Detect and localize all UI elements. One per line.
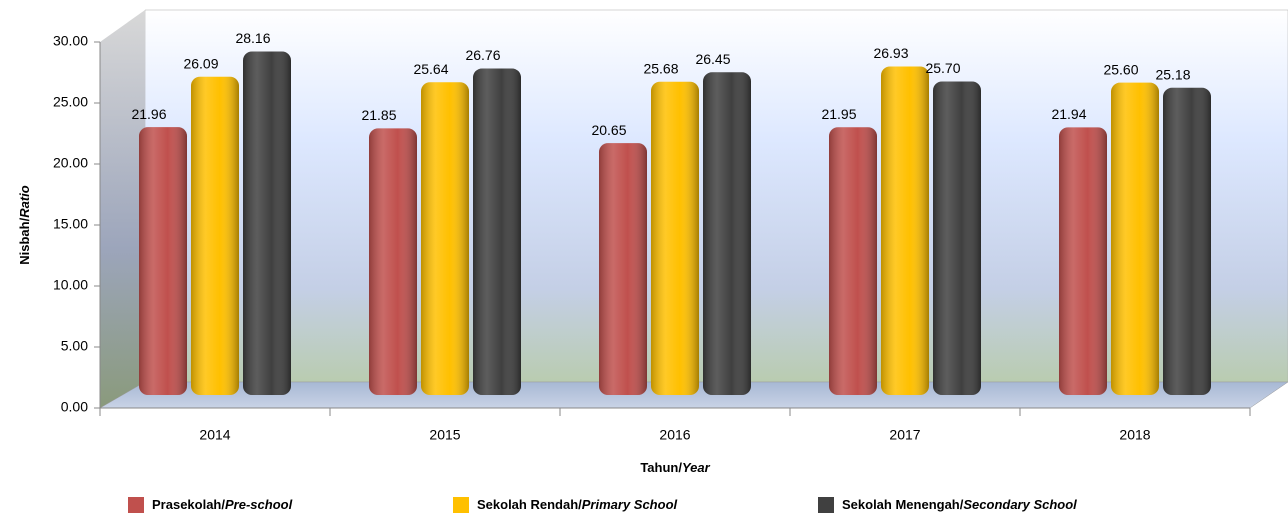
data-label: 25.18 bbox=[1155, 67, 1190, 83]
bar-group bbox=[703, 72, 751, 395]
bar-group bbox=[1111, 82, 1159, 396]
bar-group bbox=[421, 82, 469, 395]
legend-label: Sekolah Rendah/Primary School bbox=[477, 497, 678, 512]
data-label: 26.76 bbox=[465, 47, 500, 63]
bar-shine bbox=[651, 81, 699, 395]
y-tick-label: 25.00 bbox=[53, 94, 88, 110]
bar-group bbox=[191, 76, 239, 396]
bar-shine bbox=[881, 66, 929, 395]
data-label: 25.70 bbox=[925, 60, 960, 76]
bar-shine bbox=[369, 128, 417, 395]
bar-shine bbox=[1059, 127, 1107, 395]
y-tick-label: 30.00 bbox=[53, 33, 88, 49]
data-label: 20.65 bbox=[591, 122, 626, 138]
bar-shine bbox=[473, 68, 521, 395]
x-tick-label: 2014 bbox=[199, 427, 230, 443]
bar-group bbox=[1163, 87, 1211, 395]
bar-group bbox=[599, 143, 647, 395]
bar-group bbox=[651, 81, 699, 395]
data-label: 25.60 bbox=[1103, 61, 1138, 77]
legend-label: Prasekolah/Pre-school bbox=[152, 497, 293, 512]
data-label: 26.93 bbox=[873, 45, 908, 61]
bar-group bbox=[369, 128, 417, 395]
bar-shine bbox=[139, 127, 187, 395]
legend-swatch bbox=[818, 497, 834, 513]
bar-group bbox=[1059, 127, 1107, 395]
y-tick-label: 0.00 bbox=[61, 399, 88, 415]
bar-group bbox=[933, 81, 981, 396]
x-tick-label: 2018 bbox=[1119, 427, 1150, 443]
bar-shine bbox=[191, 76, 239, 396]
bar-group bbox=[139, 127, 187, 395]
bar-shine bbox=[599, 143, 647, 395]
y-tick-label: 20.00 bbox=[53, 155, 88, 171]
bar-group bbox=[829, 127, 877, 396]
data-label: 21.94 bbox=[1051, 106, 1086, 122]
bar-group bbox=[473, 68, 521, 395]
x-tick-label: 2017 bbox=[889, 427, 920, 443]
bar-shine bbox=[703, 72, 751, 395]
bar-shine bbox=[1163, 87, 1211, 395]
x-tick-label: 2016 bbox=[659, 427, 690, 443]
x-axis-label: Tahun/Year bbox=[640, 460, 710, 475]
data-label: 26.09 bbox=[183, 55, 218, 71]
bar-shine bbox=[421, 82, 469, 395]
y-tick-label: 5.00 bbox=[61, 338, 88, 354]
y-tick-label: 15.00 bbox=[53, 216, 88, 232]
x-tick-label: 2015 bbox=[429, 427, 460, 443]
legend-swatch bbox=[128, 497, 144, 513]
bar-shine bbox=[243, 51, 291, 395]
data-label: 21.95 bbox=[821, 106, 856, 122]
bar-shine bbox=[933, 81, 981, 396]
bar-group bbox=[881, 66, 929, 395]
data-label: 25.68 bbox=[643, 60, 678, 76]
data-label: 25.64 bbox=[413, 61, 448, 77]
data-label: 21.96 bbox=[131, 106, 166, 122]
y-tick-label: 10.00 bbox=[53, 277, 88, 293]
bar-shine bbox=[829, 127, 877, 396]
y-axis-label: Nisbah/Ratio bbox=[17, 185, 32, 265]
bar-group bbox=[243, 51, 291, 395]
legend-swatch bbox=[453, 497, 469, 513]
legend-label: Sekolah Menengah/Secondary School bbox=[842, 497, 1077, 512]
data-label: 26.45 bbox=[695, 51, 730, 67]
data-label: 21.85 bbox=[361, 107, 396, 123]
bar-shine bbox=[1111, 82, 1159, 396]
data-label: 28.16 bbox=[235, 30, 270, 46]
